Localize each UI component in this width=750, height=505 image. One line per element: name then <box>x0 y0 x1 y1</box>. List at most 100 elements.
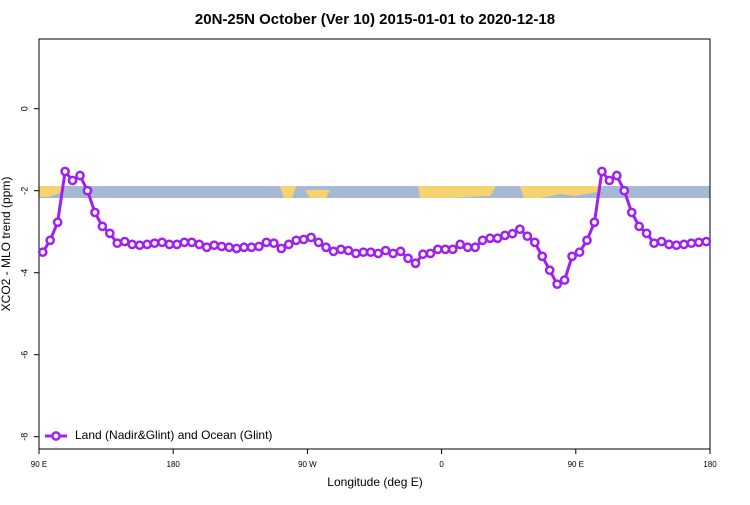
point <box>52 217 63 228</box>
point <box>336 244 346 255</box>
point <box>611 170 622 181</box>
y-tick-label: -4 <box>19 269 29 277</box>
point <box>679 239 689 250</box>
point <box>567 251 577 262</box>
point <box>470 242 480 253</box>
point <box>462 242 473 253</box>
point <box>276 243 287 254</box>
point <box>515 224 525 235</box>
point <box>693 237 704 248</box>
x-axis-label: Longitude (deg E) <box>327 475 422 489</box>
point <box>701 236 712 247</box>
point <box>75 170 85 181</box>
point <box>104 228 115 239</box>
chart-title: 20N-25N October (Ver 10) 2015-01-01 to 2… <box>195 11 555 28</box>
point <box>216 241 227 252</box>
point <box>626 207 637 218</box>
legend-label: Land (Nadir&Glint) and Ocean (Glint) <box>75 428 272 442</box>
point <box>269 238 279 249</box>
point <box>589 217 600 228</box>
point <box>164 239 175 250</box>
point <box>440 244 451 255</box>
point <box>112 238 123 249</box>
point <box>477 235 488 246</box>
point <box>641 228 652 239</box>
point <box>201 242 212 253</box>
point <box>485 233 495 244</box>
point <box>90 207 100 218</box>
point <box>37 247 48 258</box>
point <box>313 237 324 248</box>
point <box>455 239 466 250</box>
point <box>574 247 585 258</box>
point <box>597 166 607 177</box>
point <box>425 248 436 259</box>
point <box>447 244 458 255</box>
point <box>142 239 152 250</box>
point <box>522 231 533 242</box>
point <box>127 239 138 250</box>
point <box>552 279 563 290</box>
point <box>254 241 264 252</box>
point <box>373 248 384 259</box>
point <box>604 175 615 186</box>
x-tick-label: 90 E <box>31 460 47 469</box>
point <box>365 247 376 258</box>
point <box>433 244 443 255</box>
point <box>664 239 674 250</box>
point <box>157 237 167 248</box>
point <box>186 237 197 248</box>
point <box>306 232 316 243</box>
point <box>298 234 309 245</box>
point <box>119 236 130 247</box>
point <box>619 185 630 196</box>
point <box>395 246 406 257</box>
point <box>582 235 592 246</box>
y-tick-label: 0 <box>19 106 29 111</box>
point <box>410 258 421 269</box>
point <box>358 247 369 258</box>
point <box>224 242 234 253</box>
point <box>321 242 331 253</box>
point <box>544 265 555 276</box>
point <box>634 221 645 232</box>
x-tick-label: 180 <box>703 460 717 469</box>
point <box>403 253 413 264</box>
point <box>492 233 503 244</box>
x-tick-label: 90 E <box>568 460 584 469</box>
y-tick-label: -8 <box>19 433 29 441</box>
point <box>209 240 220 251</box>
point <box>351 248 361 259</box>
point <box>656 236 667 247</box>
point <box>246 242 257 253</box>
point <box>60 166 70 177</box>
point <box>343 245 354 256</box>
point <box>231 243 242 254</box>
point <box>686 238 697 249</box>
point <box>328 246 339 257</box>
point <box>418 249 428 260</box>
point <box>537 251 548 262</box>
point <box>194 239 205 250</box>
point <box>500 230 510 241</box>
point <box>179 237 190 248</box>
point <box>291 235 302 246</box>
x-tick-label: 0 <box>439 460 444 469</box>
legend-marker <box>51 431 61 441</box>
point <box>559 275 570 285</box>
point <box>671 240 682 251</box>
point <box>239 242 249 253</box>
point <box>172 239 182 250</box>
y-tick-label: -2 <box>19 187 29 195</box>
point <box>283 239 294 250</box>
point <box>507 228 518 239</box>
point <box>149 238 160 249</box>
x-tick-label: 90 W <box>298 460 317 469</box>
x-tick-label: 180 <box>167 460 181 469</box>
point <box>134 240 145 251</box>
y-axis-label: XCO2 - MLO trend (ppm) <box>0 177 13 312</box>
point <box>380 245 391 256</box>
point <box>261 237 272 248</box>
y-tick-label: -6 <box>19 351 29 359</box>
